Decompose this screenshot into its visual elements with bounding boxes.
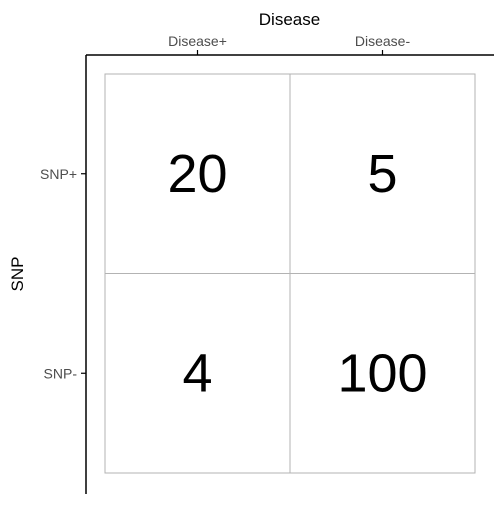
cell-value: 20: [167, 144, 227, 204]
cell-value: 5: [367, 144, 397, 204]
cell-value: 4: [182, 343, 212, 403]
cell-value: 100: [337, 343, 427, 403]
cells-layer: 20 5 4 100: [104, 73, 476, 474]
y-tick-label: SNP-: [44, 365, 78, 381]
x-axis-title: Disease: [259, 10, 320, 29]
cell-border: [289, 273, 476, 474]
y-axis-title: SNP: [8, 257, 27, 292]
x-tick-label: Disease-: [355, 33, 411, 49]
y-tick-label: SNP+: [40, 166, 77, 182]
ticks-layer: Disease+ Disease- SNP+ SNP-: [40, 33, 410, 381]
x-tick-label: Disease+: [168, 33, 227, 49]
